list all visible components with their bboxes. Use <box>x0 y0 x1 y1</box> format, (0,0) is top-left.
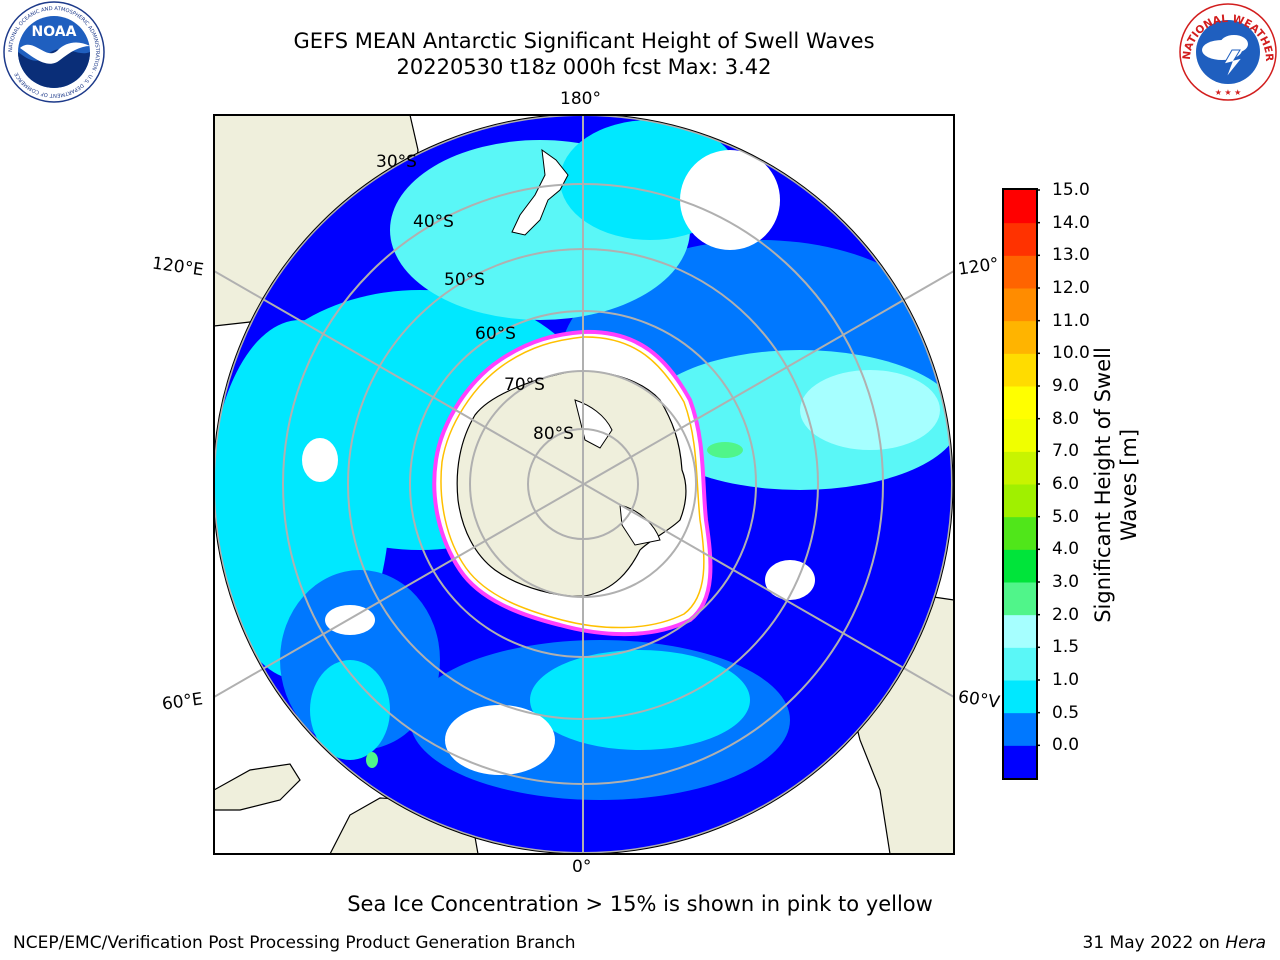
colorbar-segment <box>1004 680 1036 714</box>
nws-logo: NATIONAL WEATHER SERVICE ★ ★ ★ <box>1176 0 1277 101</box>
lat-label-80s: 80°S <box>533 424 574 444</box>
colorbar-segment <box>1004 190 1036 224</box>
colorbar-tick-label: 6.0 <box>1052 474 1080 494</box>
svg-text:NOAA: NOAA <box>32 24 77 40</box>
colorbar-segment <box>1004 614 1036 648</box>
colorbar-tick-label: 0.5 <box>1052 702 1080 723</box>
colorbar-segment <box>1004 484 1036 518</box>
colorbar-tick-label: 9.0 <box>1052 376 1080 396</box>
colorbar <box>1002 188 1040 780</box>
colorbar-segment <box>1004 451 1036 485</box>
lon-label-0: 0° <box>572 857 592 877</box>
footer-left: NCEP/EMC/Verification Post Processing Pr… <box>13 933 576 953</box>
colorbar-tick-label: 14.0 <box>1052 212 1090 233</box>
colorbar-tick-label: 10.0 <box>1052 343 1090 364</box>
chart-title: GEFS MEAN Antarctic Significant Height o… <box>293 29 875 53</box>
svg-text:★ ★ ★: ★ ★ ★ <box>1215 88 1242 97</box>
antarctica-land <box>456 370 687 597</box>
colorbar-tick-label: 7.0 <box>1052 441 1080 462</box>
colorbar-segment <box>1004 320 1036 354</box>
graticule <box>214 115 954 854</box>
colorbar-tick-label: 1.0 <box>1052 670 1080 690</box>
lat-label-40s: 40°S <box>413 212 454 232</box>
colorbar-segment <box>1004 712 1036 746</box>
colorbar-segment <box>1004 745 1036 779</box>
colorbar-tick-label: 5.0 <box>1052 506 1080 527</box>
lat-label-50s: 50°S <box>444 270 485 290</box>
colorbar-tick-label: 1.5 <box>1052 637 1080 658</box>
lat-label-70s: 70°S <box>504 375 545 395</box>
noaa-logo: NOAA NATIONAL OCEANIC AND ATMOSPHERIC AD… <box>3 1 105 103</box>
footer-right: 31 May 2022 on Hera <box>1082 933 1267 953</box>
colorbar-tick-label: 11.0 <box>1052 310 1090 331</box>
colorbar-segment <box>1004 222 1036 256</box>
colorbar-segment <box>1004 288 1036 322</box>
new-zealand-land <box>511 148 569 236</box>
chart-subtitle: 20220530 t18z 000h fcst Max: 3.42 <box>396 55 772 79</box>
colorbar-segment <box>1004 549 1036 583</box>
colorbar-tick-label: 0.0 <box>1052 735 1080 756</box>
colorbar-tick-label: 3.0 <box>1052 572 1080 592</box>
colorbar-tick-label: 12.0 <box>1052 278 1090 298</box>
colorbar-segment <box>1004 386 1036 420</box>
colorbar-segment <box>1004 516 1036 550</box>
colorbar-tick-label: 4.0 <box>1052 539 1080 560</box>
colorbar-tick-label: 13.0 <box>1052 245 1090 266</box>
colorbar-segment <box>1004 418 1036 452</box>
lat-label-30s: 30°S <box>376 152 417 172</box>
map-frame <box>213 114 955 855</box>
colorbar-segment <box>1004 255 1036 289</box>
colorbar-tick-label: 8.0 <box>1052 408 1080 429</box>
colorbar-segment <box>1004 647 1036 681</box>
colorbar-segment <box>1004 353 1036 387</box>
sea-ice-note: Sea Ice Concentration > 15% is shown in … <box>347 892 933 916</box>
lat-label-60s: 60°S <box>475 324 516 344</box>
colorbar-tick-label: 2.0 <box>1052 604 1080 625</box>
colorbar-tick-label: 15.0 <box>1052 180 1090 200</box>
colorbar-segment <box>1004 582 1036 616</box>
lon-label-180: 180° <box>560 89 601 109</box>
